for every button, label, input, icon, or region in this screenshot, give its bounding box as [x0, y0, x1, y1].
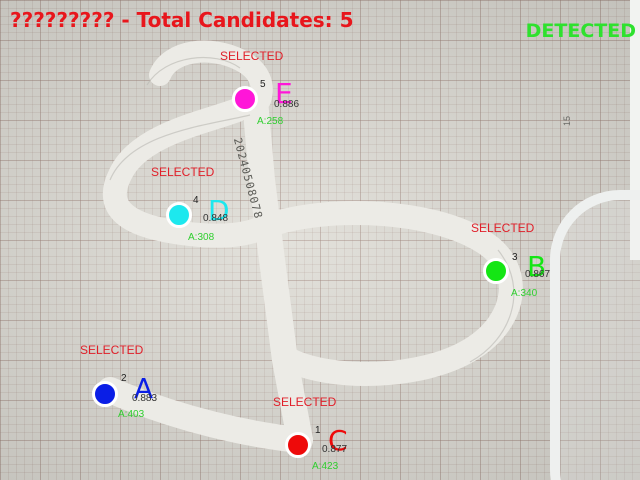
marker-dot[interactable] [232, 86, 258, 112]
candidate-area: A:258 [257, 116, 283, 127]
selected-label: SELECTED [151, 165, 214, 179]
page-title: ????????? - Total Candidates: 5 [10, 8, 354, 32]
selected-label: SELECTED [220, 49, 283, 63]
selected-label: SELECTED [80, 343, 143, 357]
candidate-score: 0.877 [322, 444, 347, 455]
candidate-score: 0.867 [525, 269, 550, 280]
candidate-area: A:340 [511, 288, 537, 299]
candidate-area: A:423 [312, 461, 338, 472]
selected-label: SELECTED [273, 395, 336, 409]
candidate-index: 1 [315, 425, 321, 436]
selected-label: SELECTED [471, 221, 534, 235]
candidate-score: 0.848 [203, 213, 228, 224]
candidate-index: 2 [121, 373, 127, 384]
candidate-index: 4 [193, 195, 199, 206]
candidate-index: 3 [512, 252, 518, 263]
candidate-score: 0.886 [274, 99, 299, 110]
candidate-score: 0.883 [132, 393, 157, 404]
status-badge: DETECTED [526, 20, 636, 42]
candidate-area: A:308 [188, 232, 214, 243]
marker-dot[interactable] [285, 432, 311, 458]
marker-dot[interactable] [166, 202, 192, 228]
marker-dot[interactable] [483, 258, 509, 284]
scale-mark: 15 [562, 116, 572, 126]
candidate-area: A:403 [118, 409, 144, 420]
candidate-index: 5 [260, 79, 266, 90]
marker-dot[interactable] [92, 381, 118, 407]
